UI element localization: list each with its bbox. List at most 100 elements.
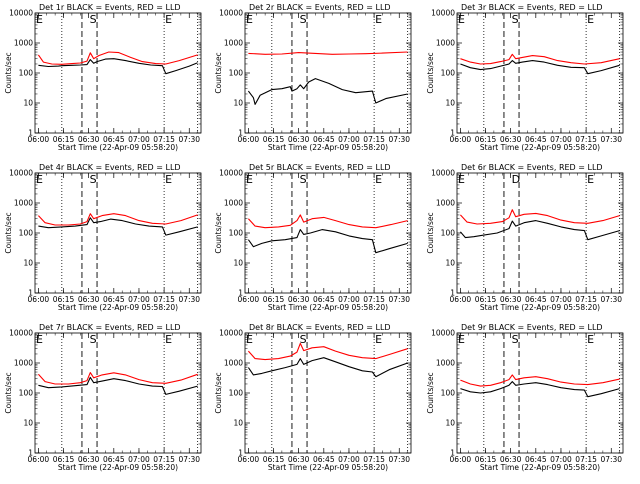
- y-tick-label: 100: [441, 229, 456, 238]
- y-tick-label: 10000: [431, 9, 455, 18]
- plot-frame: [244, 332, 412, 454]
- series-line-lld: [247, 342, 408, 361]
- series-line-events: [247, 229, 408, 254]
- y-tick-label: 1: [28, 129, 33, 138]
- chart-panel-1: Det 1r BLACK = Events, RED = LLD 1 10 100 10…: [4, 3, 202, 152]
- y-tick-label: 1: [238, 449, 243, 458]
- y-axis-label: Counts/sec: [426, 372, 435, 413]
- x-tick-label: 07:00: [550, 135, 572, 144]
- series-line-events: [38, 376, 198, 395]
- interval-mark-label: E: [587, 13, 594, 26]
- x-tick-label: 06:30: [78, 135, 100, 144]
- y-tick-label: 1: [238, 289, 243, 298]
- x-tick-label: 07:30: [600, 135, 622, 144]
- interval-mark-label: S: [90, 13, 97, 26]
- x-tick-label: 06:00: [450, 135, 472, 144]
- x-axis-label: Start Time (22-Apr-09 05:58:20): [58, 463, 178, 472]
- series-line-lld: [37, 51, 198, 65]
- x-tick-label: 07:30: [178, 135, 200, 144]
- y-tick-label: 10: [233, 259, 243, 268]
- y-tick-label: 1000: [436, 359, 455, 368]
- chart-panel-4: Det 4r BLACK = Events, RED = LLD 1 10 100 10…: [4, 163, 202, 312]
- x-axis-label: Start Time (22-Apr-09 05:58:20): [268, 143, 388, 152]
- y-axis-label: Counts/sec: [4, 372, 13, 413]
- interval-mark-label: E: [246, 13, 253, 26]
- x-tick-label: 07:00: [550, 295, 572, 304]
- y-axis-label: Counts/sec: [426, 212, 435, 253]
- interval-mark-label: D: [512, 173, 520, 186]
- chart-title: Det 7r BLACK = Events, RED = LLD: [39, 323, 181, 332]
- y-tick-label: 100: [229, 69, 244, 78]
- chart-title: Det 1r BLACK = Events, RED = LLD: [39, 3, 181, 12]
- series-line-lld: [459, 209, 620, 225]
- interval-mark-label: E: [165, 333, 172, 346]
- y-tick-label: 1: [28, 289, 33, 298]
- x-tick-label: 06:00: [28, 295, 50, 304]
- x-tick-label: 06:15: [475, 455, 497, 464]
- y-tick-label: 10: [233, 99, 243, 108]
- chart-title: Det 5r BLACK = Events, RED = LLD: [249, 163, 391, 172]
- series-line-events: [459, 220, 620, 241]
- interval-mark-label: E: [165, 173, 172, 186]
- x-tick-label: 07:15: [153, 455, 175, 464]
- interval-mark-label: E: [375, 173, 382, 186]
- plot-frame: [244, 172, 412, 294]
- y-tick-label: 10: [23, 259, 33, 268]
- series-line-lld: [247, 214, 408, 229]
- y-tick-label: 10000: [9, 169, 33, 178]
- x-tick-label: 06:00: [238, 455, 260, 464]
- x-tick-label: 07:15: [363, 455, 385, 464]
- x-tick-label: 07:30: [388, 135, 410, 144]
- chart-title: Det 6r BLACK = Events, RED = LLD: [461, 163, 603, 172]
- interval-mark-label: E: [246, 333, 253, 346]
- interval-mark-label: E: [246, 173, 253, 186]
- chart-title: Det 8r BLACK = Events, RED = LLD: [249, 323, 391, 332]
- x-tick-label: 06:15: [475, 135, 497, 144]
- y-tick-label: 10000: [431, 169, 455, 178]
- x-tick-label: 07:15: [575, 295, 597, 304]
- series-line-lld: [460, 374, 620, 387]
- x-tick-label: 07:00: [338, 455, 360, 464]
- y-tick-label: 1000: [224, 359, 243, 368]
- x-tick-label: 06:30: [500, 295, 522, 304]
- x-tick-label: 06:45: [525, 135, 547, 144]
- interval-mark-label: E: [375, 13, 382, 26]
- y-tick-label: 100: [229, 229, 244, 238]
- y-tick-label: 10000: [219, 169, 243, 178]
- chart-panel-2: Det 2r BLACK = Events, RED = LLD 1 10 100 10…: [214, 3, 412, 152]
- interval-mark-label: E: [36, 333, 43, 346]
- chart-title: Det 9r BLACK = Events, RED = LLD: [461, 323, 603, 332]
- y-tick-label: 10: [445, 259, 455, 268]
- x-tick-label: 06:30: [288, 295, 310, 304]
- plot-frame: [456, 172, 624, 294]
- plot-frame: [456, 12, 624, 134]
- x-tick-label: 06:00: [238, 135, 260, 144]
- interval-mark-label: S: [300, 173, 307, 186]
- y-tick-label: 1000: [14, 199, 33, 208]
- chart-panel-9: Det 9r BLACK = Events, RED = LLD 1 10 100 10…: [426, 323, 624, 472]
- x-tick-label: 07:15: [363, 295, 385, 304]
- y-tick-label: 100: [19, 229, 34, 238]
- interval-mark-label: E: [36, 13, 43, 26]
- series-line-events: [38, 217, 198, 236]
- y-tick-label: 1000: [14, 359, 33, 368]
- x-tick-label: 07:00: [128, 455, 150, 464]
- x-tick-label: 06:00: [28, 135, 50, 144]
- x-tick-label: 07:30: [388, 295, 410, 304]
- y-tick-label: 1000: [436, 39, 455, 48]
- y-tick-label: 10000: [219, 9, 243, 18]
- y-tick-label: 1: [238, 129, 243, 138]
- x-tick-label: 06:45: [103, 135, 125, 144]
- x-tick-label: 07:15: [363, 135, 385, 144]
- interval-mark-label: E: [165, 13, 172, 26]
- x-tick-label: 07:00: [550, 455, 572, 464]
- x-tick-label: 06:15: [263, 135, 285, 144]
- interval-mark-label: S: [300, 13, 307, 26]
- series-line-events: [247, 357, 408, 378]
- series-line-events: [38, 58, 198, 75]
- y-axis-label: Counts/sec: [4, 52, 13, 93]
- x-tick-label: 06:30: [78, 295, 100, 304]
- chart-title: Det 3r BLACK = Events, RED = LLD: [461, 3, 603, 12]
- y-tick-label: 1: [450, 449, 455, 458]
